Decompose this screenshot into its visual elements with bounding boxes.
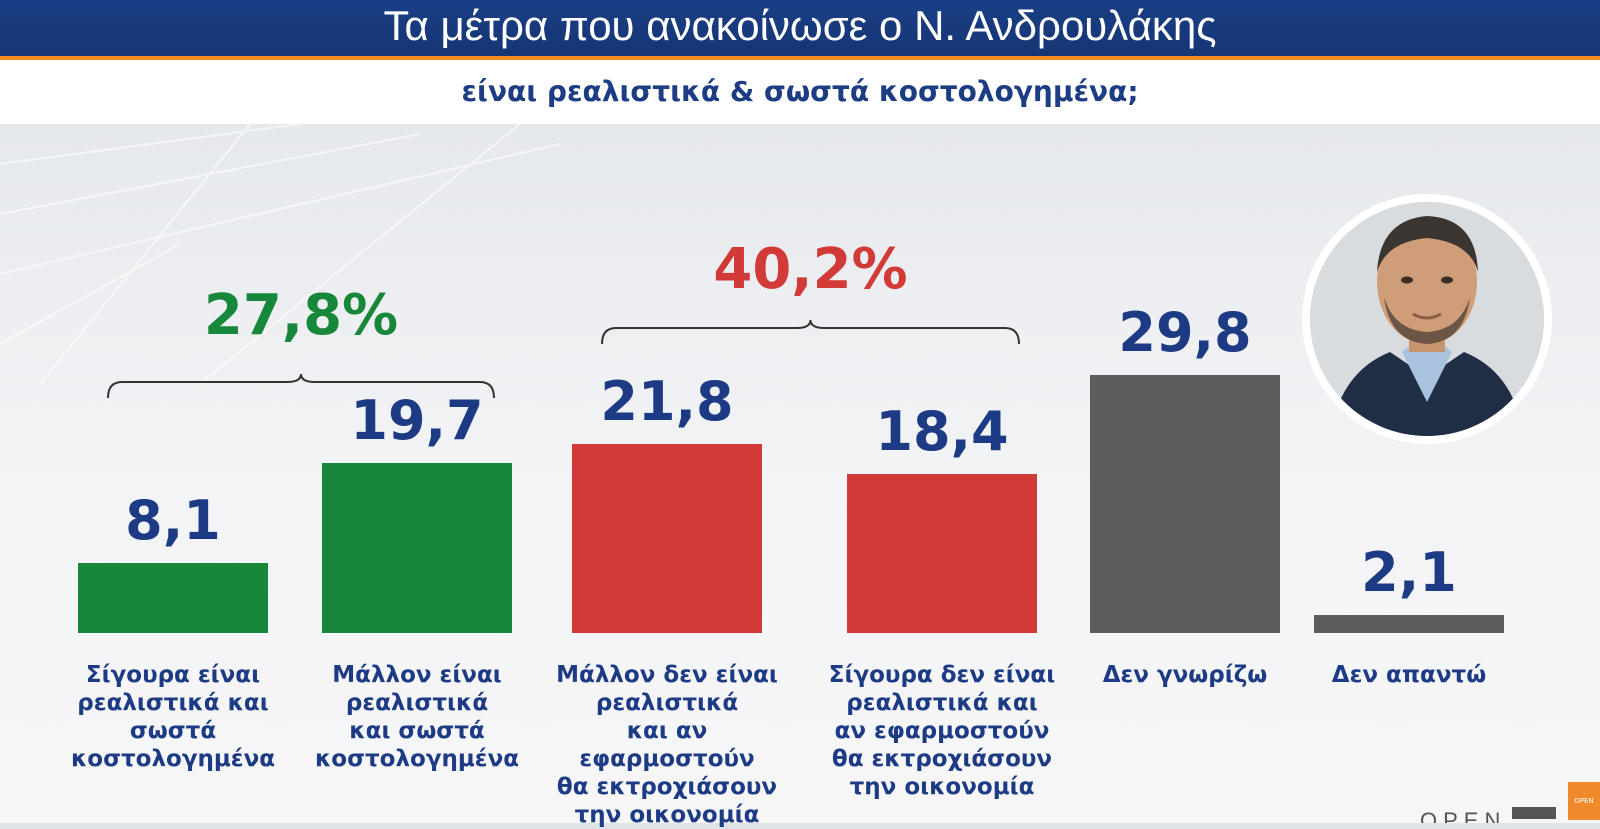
bar-value-label-3: 21,8 [600,370,734,434]
category-label-line: Δεν γνωρίζω [1102,662,1268,688]
title-bar: Τα μέτρα που ανακοίνωσε ο Ν. Ανδρουλάκης [0,0,1600,60]
category-label-line: Μάλλον είναι [332,662,502,688]
channel-logo-text: OPEN [1420,808,1500,823]
category-label-line: και αν [626,718,708,744]
bar-value-label-1: 8,1 [125,488,221,552]
category-label-line: Σίγουρα είναι [85,662,261,688]
bar-value-label-4: 18,4 [875,399,1009,463]
category-label-line: θα εκτροχιάσουν [556,774,778,800]
category-label-1: Σίγουρα είναι ρεαλιστικά και σωστά κοστολογ… [48,661,298,773]
bar-value-label-5: 29,8 [1118,301,1252,365]
group-total-label-2: 40,2% [713,237,908,302]
category-label-2: Μάλλον είναι ρεαλιστικά και σωστά κοστολογη… [292,661,542,773]
category-label-line: αν εφαρμοστούν [834,718,1050,744]
category-label-line: Μάλλον δεν είναι [556,662,778,688]
group-total-label-1: 27,8% [203,283,399,348]
channel-logo-badge: OPEN [1568,782,1600,820]
category-label-3: Μάλλον δεν είναι ρεαλιστικά και αν εφαρμοστ… [542,661,792,829]
category-label-line: Δεν απαντώ [1331,662,1487,688]
chart-title: Τα μέτρα που ανακοίνωσε ο Ν. Ανδρουλάκης [383,2,1217,49]
background-decoration [0,124,561,384]
category-label-line: την οικονομία [849,774,1035,800]
category-label-line: θα εκτροχιάσουν [831,746,1053,772]
category-label-line: ρεαλιστικά και [77,690,269,716]
category-label-line: ρεαλιστικά [595,690,739,716]
bar-1 [78,562,268,633]
bar-4 [847,473,1037,633]
category-label-5: Δεν γνωρίζω [1060,661,1310,689]
category-label-line: ρεαλιστικά [345,690,489,716]
bar-5 [1090,375,1280,633]
category-label-4: Σίγουρα δεν είναι ρεαλιστικά και αν εφαρμο… [817,661,1067,801]
category-label-line: την οικονομία [574,802,760,828]
category-label-line: εφαρμοστούν [579,746,755,772]
category-label-line: και σωστά [349,718,485,744]
bar-2 [322,462,512,633]
category-label-6: Δεν απαντώ [1284,661,1534,689]
politician-portrait [1302,194,1552,444]
person-photo-illustration [1310,202,1544,436]
category-label-line: κοστολογημένα [314,746,520,772]
bar-3 [572,444,762,633]
bar-value-label-6: 2,1 [1361,540,1457,604]
category-label-line: σωστά [129,718,217,744]
category-label-line: κοστολογημένα [70,746,276,772]
channel-logo-stripe [1512,807,1556,819]
category-label-line: ρεαλιστικά και [846,690,1038,716]
subtitle-bar: είναι ρεαλιστικά & σωστά κοστολογημένα; [0,60,1600,124]
bar-value-label-2: 19,7 [350,388,484,452]
chart-subtitle: είναι ρεαλιστικά & σωστά κοστολογημένα; [461,75,1139,108]
category-label-line: Σίγουρα δεν είναι [828,662,1056,688]
bar-6 [1314,614,1504,633]
